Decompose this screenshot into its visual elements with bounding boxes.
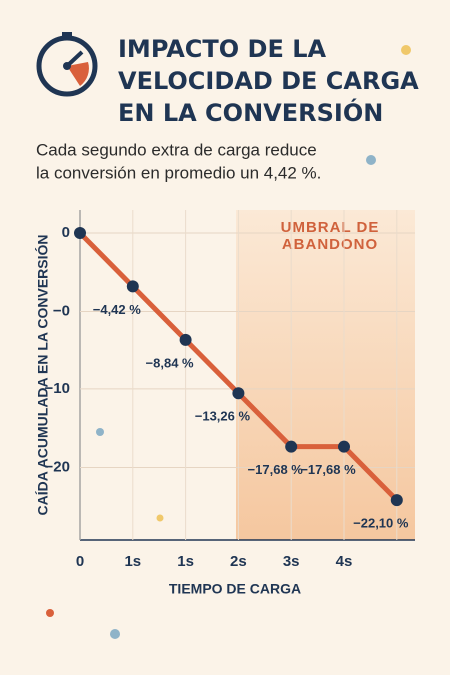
- x-tick-label: 2s: [230, 553, 247, 570]
- y-axis-label: CAÍDA ACUMULADA EN LA CONVERSIÓN: [34, 234, 51, 515]
- y-tick-label: −10: [45, 380, 70, 397]
- point: [74, 226, 86, 239]
- subtitle: la conversión en promedio un 4,42 %.: [36, 163, 321, 182]
- point: [232, 387, 245, 400]
- x-tick-label: 4s: [336, 553, 353, 570]
- x-tick-label: 3s: [283, 553, 300, 570]
- value-label: −22,10 %: [353, 516, 409, 531]
- value-label: −4,42 %: [93, 302, 142, 317]
- title: VELOCIDAD DE CARGA: [118, 67, 419, 95]
- value-label: −17,68 %: [248, 462, 304, 477]
- decor-dot: [156, 514, 164, 522]
- x-tick-label: 1s: [177, 553, 194, 570]
- y-tick-label: −0: [53, 303, 70, 320]
- y-tick-label: 0: [62, 224, 70, 241]
- point: [179, 333, 192, 346]
- y-tick-label: −20: [45, 458, 70, 475]
- point: [126, 280, 139, 293]
- x-tick-label: 1s: [124, 553, 141, 570]
- band-label: ABANDONO: [282, 236, 378, 253]
- band-label: UMBRAL DE: [281, 219, 380, 236]
- decor-dot: [401, 45, 411, 55]
- x-axis-label: TIEMPO DE CARGA: [169, 581, 301, 597]
- value-label: −8,84 %: [146, 355, 195, 370]
- decor-dot: [366, 155, 376, 165]
- value-label: −17,68 %: [300, 462, 356, 477]
- point: [338, 440, 350, 453]
- title: EN LA CONVERSIÓN: [118, 97, 383, 127]
- point: [390, 494, 403, 507]
- decor-dot: [46, 609, 54, 617]
- value-label: −13,26 %: [195, 409, 251, 424]
- x-tick-label: 0: [76, 553, 84, 570]
- decor-dot: [110, 629, 120, 639]
- subtitle: Cada segundo extra de carga reduce: [36, 140, 317, 159]
- gauge-icon: [36, 32, 98, 97]
- title: IMPACTO DE LA: [118, 35, 326, 63]
- point: [285, 440, 298, 453]
- decor-dot: [96, 428, 104, 436]
